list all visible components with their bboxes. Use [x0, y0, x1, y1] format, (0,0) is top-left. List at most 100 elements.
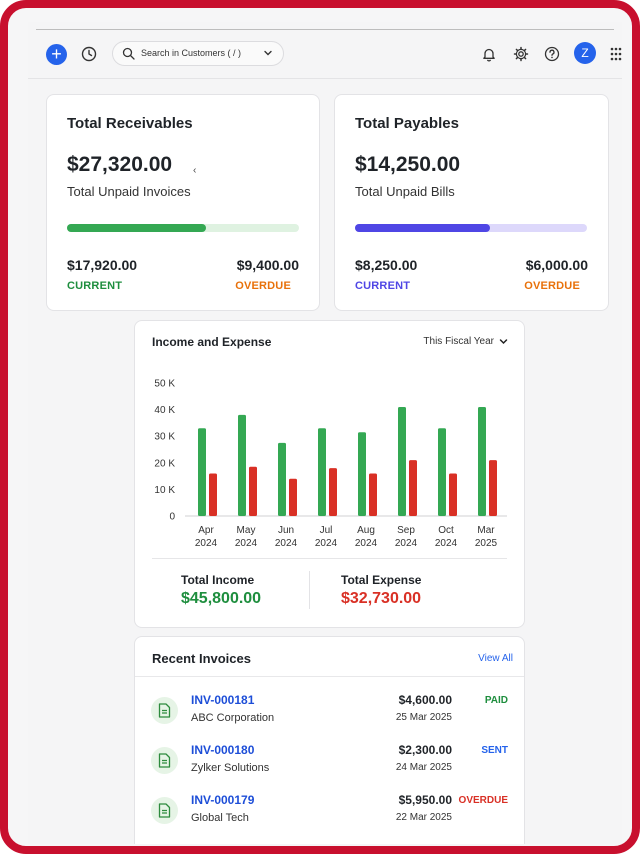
avatar[interactable]: Z [574, 42, 596, 64]
receivables-progress-bar [67, 224, 299, 232]
y-tick-label: 10 K [154, 485, 175, 496]
payables-amount: $14,250.00 [355, 153, 461, 176]
total-income-value: $45,800.00 [181, 590, 262, 607]
expense-bar[interactable] [449, 473, 457, 516]
card-title: Total Payables [355, 115, 459, 132]
income-bar[interactable] [198, 428, 206, 516]
receivables-card[interactable]: Total Receivables $27,320.00 ‹ Total Unp… [46, 94, 320, 311]
x-tick-label: Jul 2024 [315, 525, 338, 549]
invoice-date: 22 Mar 2025 [395, 812, 452, 823]
current-value: $17,920.00 [67, 257, 138, 273]
top-header: + Search in Customers ( / ) [28, 38, 622, 79]
status-badge: SENT [481, 745, 508, 756]
y-tick-label: 0 [169, 512, 175, 523]
invoice-date: 24 Mar 2025 [395, 762, 452, 773]
x-tick-label: Jun 2024 [275, 525, 298, 549]
divider [135, 676, 524, 677]
invoice-doc-icon [151, 797, 178, 824]
invoice-row[interactable]: INV-000180 Zylker Solutions $2,300.00 24 Ma… [135, 739, 524, 789]
total-expense-value: $32,730.00 [341, 590, 422, 607]
status-badge: OVERDUE [458, 795, 508, 806]
expense-bar[interactable] [329, 468, 337, 516]
overdue-label: OVERDUE [235, 280, 291, 292]
overdue-value: $9,400.00 [236, 257, 299, 273]
search-input[interactable]: Search in Customers ( / ) [141, 48, 242, 58]
divider [309, 571, 310, 609]
total-expense-label: Total Expense [341, 573, 422, 587]
receivables-progress-fill [67, 224, 207, 232]
x-tick-label: Aug 2024 [355, 525, 378, 549]
income-bar[interactable] [438, 428, 446, 516]
current-label: CURRENT [67, 280, 123, 292]
income-bar[interactable] [318, 428, 326, 516]
invoice-customer: Zylker Solutions [191, 762, 270, 774]
invoice-amount: $4,600.00 [398, 693, 452, 707]
expense-bar[interactable] [249, 466, 257, 516]
payables-card[interactable]: Total Payables $14,250.00 Total Unpaid B… [334, 94, 609, 311]
card-subtitle: Total Unpaid Invoices [67, 184, 191, 199]
app-screen: + Search in Customers ( / ) [28, 22, 622, 844]
income-bar[interactable] [358, 432, 366, 516]
receivables-amount: $27,320.00 [67, 153, 173, 176]
status-badge: PAID [484, 695, 508, 706]
invoice-amount: $5,950.00 [398, 793, 452, 807]
x-tick-label: Oct 2024 [435, 525, 458, 549]
bell-icon[interactable] [480, 45, 498, 63]
invoice-number-link[interactable]: INV-000180 [191, 743, 255, 757]
period-selector[interactable]: This Fiscal Year [423, 336, 494, 347]
y-tick-label: 50 K [154, 379, 175, 390]
expense-bar[interactable] [409, 460, 417, 516]
new-button[interactable]: + [46, 44, 67, 65]
section-title: Recent Invoices [152, 651, 251, 666]
x-tick-label: Apr 2024 [195, 525, 218, 549]
expense-bar[interactable] [289, 478, 297, 516]
y-tick-label: 20 K [154, 458, 175, 469]
search-icon [122, 47, 135, 60]
invoice-doc-icon [151, 697, 178, 724]
overdue-value: $6,000.00 [525, 257, 588, 273]
recent-invoices-card: Recent Invoices View All INV-000181 ABC C… [134, 636, 525, 844]
help-icon[interactable] [543, 45, 561, 63]
expense-bar[interactable] [369, 473, 377, 516]
view-all-link[interactable]: View All [478, 653, 513, 664]
card-title: Total Receivables [67, 115, 193, 132]
invoice-amount: $2,300.00 [398, 743, 452, 757]
payables-progress-bar [355, 224, 587, 232]
invoice-row[interactable]: INV-000181 ABC Corporation $4,600.00 25 Mar… [135, 689, 524, 739]
expense-bar[interactable] [209, 473, 217, 516]
income-bar[interactable] [478, 406, 486, 516]
y-tick-label: 40 K [154, 405, 175, 416]
income-bar[interactable] [398, 406, 406, 516]
income-expense-chart: 0 10 K 20 K 30 K 40 K 50 K Apr 2024 May 2024 Jun 20… [154, 379, 507, 549]
current-value: $8,250.00 [355, 257, 418, 273]
divider [152, 558, 507, 559]
expense-bar[interactable] [489, 460, 497, 516]
search-box[interactable]: Search in Customers ( / ) [112, 41, 284, 66]
invoice-doc-icon [151, 747, 178, 774]
gear-icon[interactable] [512, 45, 530, 63]
invoice-row[interactable]: INV-000179 Global Tech $5,950.00 22 Mar 202… [135, 789, 524, 839]
apps-grid-icon[interactable] [610, 47, 622, 61]
x-tick-label: Sep 2024 [395, 525, 418, 549]
chevron-down-icon[interactable] [499, 337, 508, 346]
overdue-label: OVERDUE [524, 280, 580, 292]
history-icon[interactable] [80, 45, 98, 63]
current-label: CURRENT [355, 280, 411, 292]
invoice-customer: ABC Corporation [191, 712, 275, 724]
income-bar[interactable] [238, 414, 246, 516]
invoice-number-link[interactable]: INV-000179 [191, 793, 255, 807]
x-tick-label: Mar 2025 [475, 525, 498, 549]
invoice-customer: Global Tech [191, 812, 249, 824]
chevron-down-icon[interactable] [263, 48, 273, 58]
total-income-label: Total Income [181, 573, 255, 587]
chart-title: Income and Expense [152, 335, 272, 349]
y-tick-label: 30 K [154, 432, 175, 443]
invoice-date: 25 Mar 2025 [395, 712, 452, 723]
divider [36, 29, 614, 30]
invoice-number-link[interactable]: INV-000181 [191, 693, 255, 707]
caret-icon: ‹ [193, 165, 197, 176]
income-bar[interactable] [278, 442, 286, 516]
card-subtitle: Total Unpaid Bills [355, 184, 455, 199]
income-expense-card: Income and Expense This Fiscal Year 0 10 … [134, 320, 525, 628]
